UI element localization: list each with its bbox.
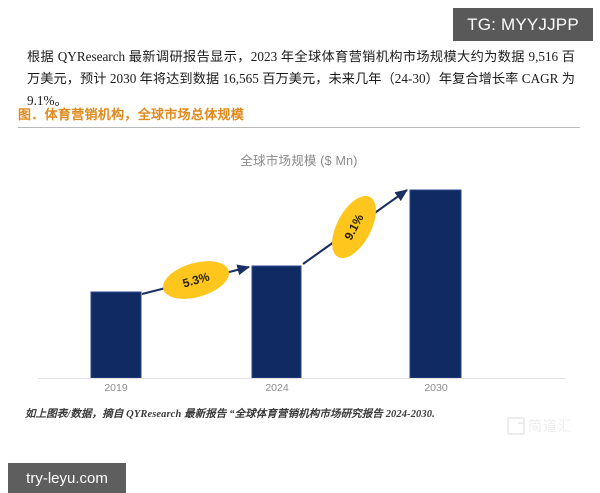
x-tick-label-2019: 2019 [104, 382, 128, 394]
figure-heading-divider [18, 127, 580, 128]
intro-paragraph: 根据 QYResearch 最新调研报告显示，2023 年全球体育营销机构市场规… [27, 49, 575, 108]
site-watermark-badge: try-leyu.com [8, 463, 126, 493]
chart-x-axis-line [38, 378, 566, 379]
x-tick-label-2030: 2030 [424, 382, 448, 394]
chart-plot-area: 5.3% 9.1% 2019 2024 2030 [18, 128, 580, 400]
bar-2019 [90, 291, 142, 379]
figure-heading-block: 图．体育营销机构，全球市场总体规模 [18, 104, 580, 128]
chart-vector-layer: 5.3% 9.1% [90, 189, 462, 379]
logo-mark-icon [507, 417, 525, 435]
x-tick-label-2024: 2024 [265, 382, 289, 394]
telegram-watermark-text: TG: MYYJJPP [467, 14, 579, 34]
chart-title: 全球市场规模 ($ Mn) [240, 154, 358, 168]
telegram-watermark-badge: TG: MYYJJPP [453, 8, 593, 41]
chart-panel: 全球市场规模 ($ Mn) 5.3% [18, 128, 580, 400]
logo-watermark-text: 简道汇 [528, 418, 573, 434]
cagr-bubble-2: 9.1% [332, 195, 376, 259]
site-watermark-text: try-leyu.com [26, 469, 108, 487]
cagr-bubble-2-shape [332, 195, 376, 259]
cagr-bubble-1: 5.3% [162, 261, 230, 299]
bar-2030 [409, 189, 462, 379]
bar-2024 [251, 265, 302, 379]
figure-heading: 图．体育营销机构，全球市场总体规模 [18, 107, 245, 122]
cagr-bubble-1-shape [162, 261, 230, 299]
corner-logo-watermark: 简道汇 [507, 416, 573, 436]
figure-footnote: 如上图表/数据，摘自 QYResearch 最新报告 “全球体育营销机构市场研究… [25, 409, 435, 420]
